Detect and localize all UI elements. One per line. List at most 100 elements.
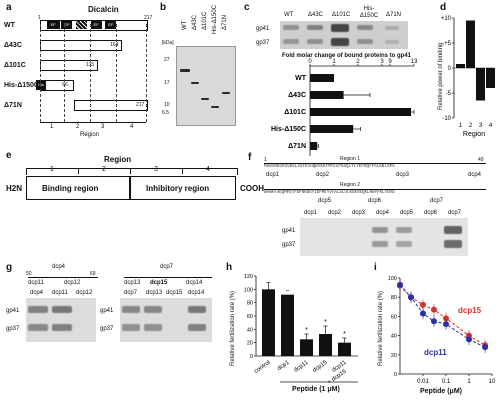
y-tick-label: 20 (247, 341, 253, 347)
region-binding-chart: +10 +5 0 -5 -10 1 2 3 4 Region (441, 16, 495, 138)
blot-col-label: WT (284, 12, 294, 18)
construct-label: Δ43C (4, 42, 22, 49)
n-terminus: H2N (6, 184, 23, 193)
x-tick-label: 0.1 (442, 379, 451, 385)
x-tick-label: 1 (332, 59, 336, 65)
binding-fold-chart: 0 1 2 3 9 13 WT Δ43C Δ101C His-Δ150C Δ71N (271, 59, 418, 156)
y-tick-label: 100 (244, 287, 253, 293)
construct-label: WT (4, 22, 15, 29)
blot-band (52, 306, 72, 313)
lane-label: Δ101C (202, 11, 208, 30)
blot-band (372, 227, 388, 233)
region-title: Region (104, 155, 132, 164)
lane-label: dcp7 (124, 290, 138, 296)
y-tick-label: 60 (247, 314, 253, 320)
peptide-label: dcp4 (468, 172, 482, 178)
peptide-label: dcp13 (124, 280, 141, 286)
lane-label: dcp2 (328, 210, 342, 216)
bar (310, 125, 354, 133)
series-label-dcp15: dcp15 (458, 306, 482, 315)
panel-label-c: c (244, 2, 250, 13)
peptide-label: dcp1 (266, 172, 280, 178)
residue-number: 50 (26, 271, 32, 277)
c-terminus: COOH (240, 184, 264, 193)
data-point-dcp11 (407, 294, 414, 301)
blot-band (28, 306, 48, 313)
blot-band (122, 306, 140, 313)
western-blot-g-right (120, 298, 212, 342)
data-point-dcp15 (430, 306, 437, 313)
peptide-label: dcp7 (430, 198, 444, 204)
dose-response-chart: 0 20 40 60 80 100 0.01 0.1 1 10 (388, 276, 496, 385)
sequence-line-2: WANKYAEQMFETFDFNKDGYIDFMEYVAALSLVLKGKVEQ… (264, 191, 395, 195)
gel-band (191, 82, 199, 84)
region-number: 3 (154, 166, 158, 173)
panel-label-b: b (160, 2, 167, 13)
x-axis-label: Region (463, 131, 485, 138)
data-point-dcp11 (482, 344, 489, 351)
blot-band (122, 324, 140, 331)
region-axis (40, 122, 146, 123)
western-blot-f (300, 218, 468, 256)
blot-band (331, 38, 349, 46)
blot-row-label: gp37 (6, 326, 20, 332)
seq-end: 49 (478, 157, 484, 163)
data-point-dcp11 (430, 318, 437, 325)
panel-label-e: e (6, 150, 12, 161)
blot-band (396, 227, 412, 233)
blot-band (444, 240, 462, 248)
blot-row-label: gp37 (256, 40, 270, 46)
y-tick-label: +5 (444, 41, 452, 47)
y-tick-label: -5 (446, 91, 452, 97)
peptide-label: dcp2 (316, 172, 330, 178)
x-tick-label: 3 (380, 59, 384, 65)
bar (310, 108, 411, 116)
x-tick-label: 3 (479, 123, 483, 129)
y-tick-label: 0 (250, 354, 253, 360)
x-tick-label: 1 (459, 123, 463, 129)
blot-band (396, 241, 412, 247)
panel-label-i: i (374, 262, 377, 273)
blot-col-label: Δ71N (386, 12, 402, 18)
construct-end: 66 (62, 82, 68, 88)
binding-region-label: Binding region (42, 184, 99, 193)
ef-hand-domain (76, 21, 87, 29)
blot-band (357, 39, 373, 44)
series-label-dcp11: dcp11 (424, 348, 447, 357)
seq-rule (264, 163, 486, 164)
gel-band (222, 92, 230, 94)
lane-label: His-Δ150C (212, 4, 218, 34)
x-tick-label: 2 (356, 59, 360, 65)
lane-label: dcp4 (30, 290, 44, 296)
bar (262, 289, 275, 356)
region-divider (40, 24, 41, 122)
category-label: WT (295, 75, 307, 82)
ef-hand-domain: EF (61, 21, 73, 29)
data-point-dcp11 (443, 321, 449, 328)
chart-h-xlabel: Peptide (1 μM) (292, 386, 340, 393)
category-label: His-Δ150C (271, 126, 306, 133)
lane-label: dcp13 (146, 290, 163, 296)
x-tick-label: 1 (467, 379, 471, 385)
lane-label: dcp4 (376, 210, 390, 216)
blot-band (144, 306, 162, 313)
blot-col-label: His-Δ150C (359, 6, 379, 19)
marker-label: 10 (164, 102, 170, 108)
panel-label-g: g (6, 262, 13, 273)
y-tick-label: 100 (388, 276, 397, 282)
y-tick-label: 120 (244, 274, 253, 280)
sequence-line-1: MGNVMEGKSVEELSSTECHQWYKKFMTECPSGQLTLYEFR… (264, 165, 395, 169)
peptide-label: dcp15 (150, 280, 168, 286)
region-number: 4 (130, 124, 134, 130)
bar (310, 74, 334, 82)
x-tick-label: 0.01 (417, 379, 429, 385)
y-tick-label: 40 (391, 334, 397, 340)
blot-band (188, 324, 206, 331)
data-point-dcp15 (420, 301, 426, 308)
lane-label: dcp11 (52, 290, 68, 296)
residue-number: 69 (90, 271, 96, 277)
region-number: 3 (101, 124, 105, 130)
significance-mark: * (305, 327, 308, 334)
region-number: 4 (206, 166, 210, 173)
blot-col-label: Δ43C (308, 12, 324, 18)
